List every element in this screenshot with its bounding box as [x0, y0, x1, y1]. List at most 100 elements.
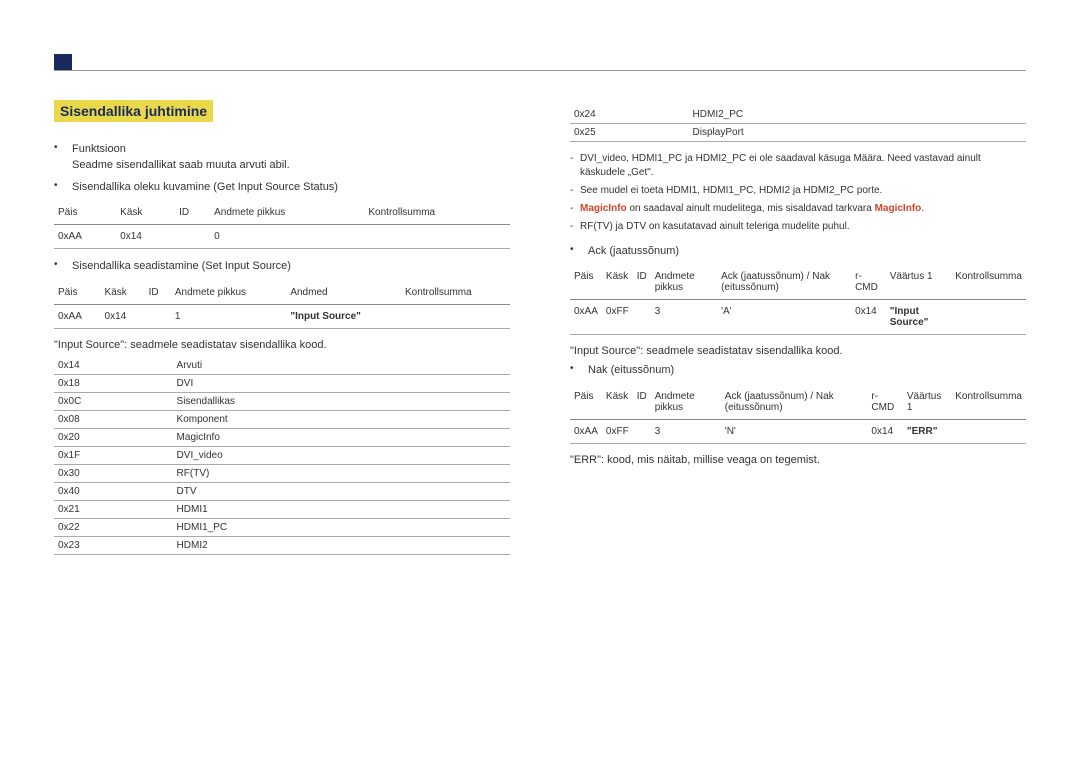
- table-cell: 0x08: [54, 410, 173, 428]
- table-header: Väärtus 1: [886, 265, 952, 300]
- table-header: ID: [633, 265, 651, 300]
- table-cell: "ERR": [903, 419, 951, 443]
- table-cell: [175, 225, 210, 249]
- table-cell: 1: [171, 304, 286, 328]
- table-row: 0x23HDMI2: [54, 536, 510, 554]
- table-header: Andmete pikkus: [651, 385, 721, 420]
- table-header: Päis: [54, 281, 101, 305]
- table-header: Kontrollsumma: [401, 281, 510, 305]
- note-item: MagicInfo on saadaval ainult mudelitega,…: [570, 202, 1026, 216]
- table-cell: 0xAA: [54, 304, 101, 328]
- table-row: 0x21HDMI1: [54, 500, 510, 518]
- table-cell: 0x18: [54, 374, 173, 392]
- table-cell: DVI_video: [173, 446, 510, 464]
- table-cell: HDMI2: [173, 536, 510, 554]
- table-row: 0x40DTV: [54, 482, 510, 500]
- table-cell: 0xAA: [54, 225, 116, 249]
- table-cell: 0x1F: [54, 446, 173, 464]
- table-header: ID: [145, 281, 171, 305]
- table-cell: 0: [210, 225, 364, 249]
- table-cell: Komponent: [173, 410, 510, 428]
- table-nak: PäisKäskIDAndmete pikkusAck (jaatussõnum…: [570, 385, 1026, 444]
- table-cell: 'A': [717, 300, 851, 335]
- input-source-label: "Input Source": seadmele seadistatav sis…: [54, 339, 510, 351]
- table-header: Käsk: [602, 385, 633, 420]
- table-cell: DisplayPort: [689, 124, 1026, 142]
- table-cell: 'N': [721, 419, 868, 443]
- bullet-icon: •: [54, 259, 64, 270]
- table-cell: MagicInfo: [173, 428, 510, 446]
- table-cell: 0x25: [570, 124, 689, 142]
- table-header: Väärtus 1: [903, 385, 951, 420]
- table-row: 0x22HDMI1_PC: [54, 518, 510, 536]
- note-item: DVI_video, HDMI1_PC ja HDMI2_PC ei ole s…: [570, 152, 1026, 180]
- table-header: ID: [633, 385, 651, 420]
- table-row: 0x08Komponent: [54, 410, 510, 428]
- table-cell: "Input Source": [286, 304, 401, 328]
- table-cell: [401, 304, 510, 328]
- table-cell: 0xAA: [570, 300, 602, 335]
- table-cell: 0xFF: [602, 419, 633, 443]
- table-header: Kontrollsumma: [951, 385, 1026, 420]
- table-cell: 0x23: [54, 536, 173, 554]
- table-header: ID: [175, 201, 210, 225]
- table-cell: 0x14: [851, 300, 886, 335]
- table-cell: 3: [651, 419, 721, 443]
- table-cell: HDMI1_PC: [173, 518, 510, 536]
- table-header: Ack (jaatussõnum) / Nak (eitussõnum): [717, 265, 851, 300]
- input-source-label-2: "Input Source": seadmele seadistatav sis…: [570, 345, 1026, 357]
- table-cell: DVI: [173, 374, 510, 392]
- table-cell: 0x40: [54, 482, 173, 500]
- table-cell: [633, 300, 651, 335]
- table-cell: 0x22: [54, 518, 173, 536]
- table-ack: PäisKäskIDAndmete pikkusAck (jaatussõnum…: [570, 265, 1026, 335]
- table-get: PäisKäskIDAndmete pikkusKontrollsumma 0x…: [54, 201, 510, 249]
- table-cell: 0x14: [101, 304, 145, 328]
- table-row: 0x24HDMI2_PC: [570, 106, 1026, 124]
- table-header: Käsk: [602, 265, 633, 300]
- ack-label: Ack (jaatussõnum): [588, 244, 1026, 259]
- table-row: 0x14Arvuti: [54, 357, 510, 375]
- table-cell: [364, 225, 510, 249]
- section-title: Sisendallika juhtimine: [54, 100, 213, 122]
- table-header: Kontrollsumma: [364, 201, 510, 225]
- table-cell: 0x21: [54, 500, 173, 518]
- table-row: 0x30RF(TV): [54, 464, 510, 482]
- table-row: 0x0CSisendallikas: [54, 392, 510, 410]
- table-cell: 0x0C: [54, 392, 173, 410]
- sources-table-2: 0x24HDMI2_PC0x25DisplayPort: [570, 106, 1026, 142]
- func-desc: Seadme sisendallikat saab muuta arvuti a…: [72, 157, 510, 174]
- ack-row: • Ack (jaatussõnum): [570, 244, 1026, 259]
- table-header: Käsk: [101, 281, 145, 305]
- table-cell: 0x24: [570, 106, 689, 124]
- err-label: "ERR": kood, mis näitab, millise veaga o…: [570, 454, 1026, 466]
- bullet-icon: •: [570, 244, 580, 255]
- table-cell: [951, 300, 1026, 335]
- note-item: RF(TV) ja DTV on kasutatavad ainult tele…: [570, 220, 1026, 234]
- table-cell: 0xAA: [570, 419, 602, 443]
- table-header: Päis: [570, 265, 602, 300]
- table-header: Ack (jaatussõnum) / Nak (eitussõnum): [721, 385, 868, 420]
- table-header: Käsk: [116, 201, 175, 225]
- table-header: Andmed: [286, 281, 401, 305]
- table-cell: [951, 419, 1026, 443]
- bullet-icon: •: [54, 180, 64, 191]
- table-set: PäisKäskIDAndmete pikkusAndmedKontrollsu…: [54, 281, 510, 329]
- table-row: 0x20MagicInfo: [54, 428, 510, 446]
- note-item: See mudel ei toeta HDMI1, HDMI1_PC, HDMI…: [570, 184, 1026, 198]
- table-cell: DTV: [173, 482, 510, 500]
- table-header: Andmete pikkus: [651, 265, 717, 300]
- table-header: Andmete pikkus: [210, 201, 364, 225]
- table-cell: HDMI1: [173, 500, 510, 518]
- table-header: Päis: [54, 201, 116, 225]
- table-cell: Sisendallikas: [173, 392, 510, 410]
- right-column: 0x24HDMI2_PC0x25DisplayPort DVI_video, H…: [570, 100, 1026, 565]
- bullet-icon: •: [570, 363, 580, 374]
- table-cell: "Input Source": [886, 300, 952, 335]
- table-cell: 0xFF: [602, 300, 633, 335]
- table-header: Andmete pikkus: [171, 281, 286, 305]
- table-cell: 3: [651, 300, 717, 335]
- func-row: • Funktsioon Seadme sisendallikat saab m…: [54, 142, 510, 174]
- get-row: • Sisendallika oleku kuvamine (Get Input…: [54, 180, 510, 195]
- content-columns: Sisendallika juhtimine • Funktsioon Sead…: [54, 100, 1026, 565]
